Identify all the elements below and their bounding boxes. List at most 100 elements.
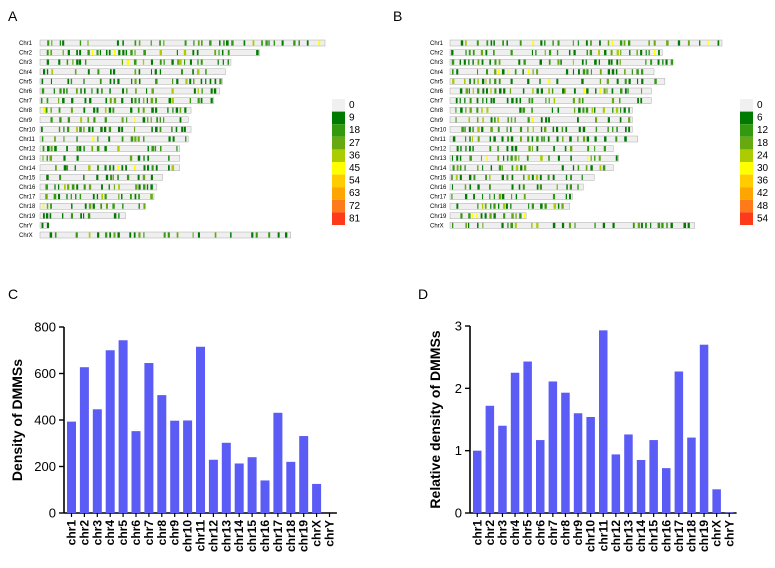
chromosome-label: Chr6 [430,89,444,95]
density-band [506,126,508,132]
chromosome-bar [39,126,192,133]
density-band [477,184,480,190]
density-band [482,222,484,228]
density-band [476,98,479,104]
density-band [464,126,466,132]
density-band [468,222,470,228]
legend-label: 42 [757,188,769,199]
density-band [175,126,178,132]
density-band [536,136,539,142]
density-band [490,203,492,209]
density-band [105,50,108,56]
density-band [540,40,543,46]
density-band [573,50,576,56]
density-band [511,98,514,104]
bar-chr6 [131,431,141,513]
density-band [603,88,606,94]
density-band [528,146,531,152]
density-band [481,126,484,132]
density-band [553,203,557,209]
x-tick-label: chr12 [206,520,220,552]
chromosome-label: ChrY [19,223,33,229]
x-tick-label: chr13 [219,520,233,552]
legend-label: 27 [349,138,361,149]
density-band [96,194,99,200]
chromosome-chr11 [449,135,638,143]
density-band [490,40,493,46]
density-band [602,165,606,171]
density-band [138,194,140,200]
density-band [109,98,112,104]
density-band [493,40,495,46]
density-band [50,78,52,84]
density-band [506,155,509,161]
density-band [527,78,530,84]
density-band [197,88,199,94]
density-band [46,155,48,161]
density-band [640,50,643,56]
density-band [58,98,60,104]
density-band [464,194,468,200]
density-band [293,40,296,46]
density-band [181,126,184,132]
density-band [509,88,512,94]
density-band [255,232,258,238]
density-band [507,136,509,142]
density-band [179,59,182,65]
bar-chr9 [573,413,583,513]
bar-chr17 [674,371,684,513]
density-band [535,174,539,180]
bar-chr7 [144,363,154,513]
density-band [469,136,471,142]
density-band [66,146,68,152]
density-band [565,69,569,75]
x-tick-label: chr11 [596,520,610,552]
density-band [569,146,573,152]
density-band [125,165,128,171]
chromosome-bar [39,39,326,47]
chromosome-chr19 [39,212,126,220]
density-band [581,174,583,180]
chromosome-bar [449,68,655,76]
density-band [666,40,669,46]
density-band [624,69,626,75]
density-band [83,184,86,190]
density-band [654,50,656,56]
density-band [514,222,517,228]
density-band [539,59,542,65]
chromosome-chr8 [39,106,192,114]
density-band [75,194,77,200]
legend-label: 0 [757,100,763,111]
density-band [556,184,558,190]
density-band [569,184,572,190]
density-band [485,69,489,75]
chromosome-label: Chr9 [430,118,444,124]
density-band [640,88,643,94]
density-band [506,146,509,152]
density-band [91,146,94,152]
x-tick-label: chr13 [621,520,635,552]
legend-swatch [740,99,753,112]
density-band [532,40,535,46]
chromosome-chr19 [449,212,527,220]
density-band [460,40,464,46]
density-band [122,50,125,56]
density-band [117,174,119,180]
density-band [452,165,455,171]
density-band [163,117,165,123]
chromosome-chr4 [449,68,655,76]
bar-chr14 [636,460,646,513]
chromosome-bar [39,154,180,162]
density-band [222,59,224,65]
chromosome-bar [449,154,619,162]
density-band [117,78,120,84]
density-band [176,232,179,238]
legend-swatch [740,187,753,200]
density-band [612,107,614,113]
density-band [557,40,560,46]
density-band [624,136,627,142]
chromosome-chr16 [39,183,158,191]
density-band [88,126,91,132]
density-band [527,69,530,75]
density-band [138,78,141,84]
